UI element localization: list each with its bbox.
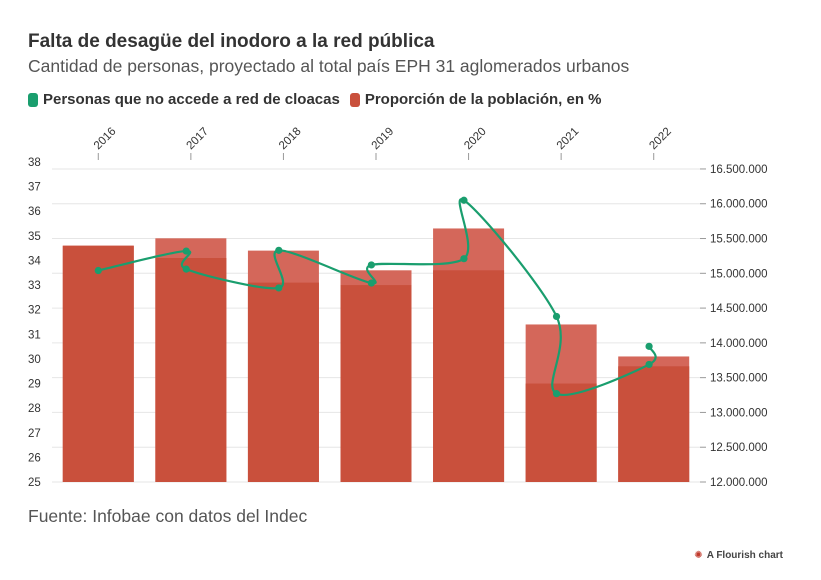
left-tick-label-26: 26 [28,452,41,464]
bars-group [62,228,690,482]
line-group [94,196,657,398]
bar-2016 [62,245,134,482]
x-axis-labels: 2016 2017 2018 2019 2020 2021 2022 [92,126,674,160]
right-tick-label-13000000: 13.000.000 [710,407,768,419]
bar-2017 [155,258,227,482]
left-tick-label-34: 34 [28,255,41,267]
x-tick-label-2019: 2019 [370,126,397,153]
bar-2019 [340,285,412,482]
line-point-6 [367,261,375,269]
right-axis-labels: 12.000.000 12.500.000 13.000.000 13.500.000… [700,164,768,489]
bar-2022 [618,366,690,482]
source-note: Fuente: Infobae con datos del Indec [28,506,308,526]
left-tick-label-30: 30 [28,354,41,366]
line-point-4 [275,246,283,254]
right-tick-label-13500000: 13.500.000 [710,373,768,385]
left-tick-label-35: 35 [28,231,41,243]
x-tick-label-2018: 2018 [277,126,304,153]
right-tick-label-14000000: 14.000.000 [710,338,768,350]
right-tick-label-16500000: 16.500.000 [710,164,768,176]
left-tick-label-25: 25 [28,477,41,489]
bar-2020 [433,270,505,482]
line-point-0 [94,266,102,275]
legend: Personas que no accede a red de cloacas … [28,91,612,108]
x-tick-label-2020: 2020 [462,126,489,153]
left-tick-label-27: 27 [28,428,41,440]
left-tick-label-32: 32 [28,305,41,317]
left-tick-label-31: 31 [28,329,41,341]
x-tick-label-2017: 2017 [184,126,211,153]
left-tick-label-38: 38 [28,157,41,169]
legend-label-personas: Personas que no accede a red de cloacas [43,91,340,108]
legend-swatch-proporcion [349,92,360,107]
x-tick-label-2016: 2016 [92,126,119,153]
line-point-1 [182,247,190,255]
line-point-2 [182,265,190,273]
line-point-9 [552,312,561,321]
chart-title: Falta de desagüe del inodoro a la red pú… [28,31,435,52]
right-tick-label-14500000: 14.500.000 [710,303,768,315]
line-point-11 [645,360,653,369]
right-tick-label-15500000: 15.500.000 [710,234,768,246]
line-point-7 [460,255,468,263]
right-tick-label-12000000: 12.000.000 [710,477,768,489]
credit-label: A Flourish chart [706,550,783,561]
x-tick-label-2021: 2021 [555,126,582,153]
legend-swatch-personas [28,92,38,107]
legend-item-personas[interactable]: Personas que no accede a red de cloacas [28,91,340,108]
line-point-8 [460,196,468,204]
right-tick-label-15000000: 15.000.000 [710,268,768,280]
line-point-12 [645,342,653,350]
bar-2021 [525,383,597,482]
line-point-3 [275,284,283,292]
left-tick-label-37: 37 [28,182,41,194]
flourish-credit[interactable]: ✺ A Flourish chart [694,550,783,561]
right-tick-label-16000000: 16.000.000 [710,199,768,211]
right-tick-label-12500000: 12.500.000 [710,442,768,454]
left-tick-label-36: 36 [28,206,41,218]
line-point-10 [552,390,561,398]
left-axis-labels: 25 26 27 28 29 30 31 32 33 34 35 36 37 38 [28,157,41,489]
left-tick-label-33: 33 [28,280,41,292]
legend-item-proporcion[interactable]: Proporción de la población, en % [349,91,602,108]
x-tick-label-2022: 2022 [647,126,674,153]
chart-area: 2016 2017 2018 2019 2020 2021 2022 25 26 27 28 29 3… [28,126,768,489]
left-tick-label-29: 29 [28,379,41,391]
bar-2018 [247,282,319,482]
chart-subtitle: Cantidad de personas, proyectado al tota… [28,56,630,76]
legend-label-proporcion: Proporción de la población, en % [364,91,602,108]
flourish-logo-icon: ✺ [694,550,703,561]
line-point-5 [367,279,375,287]
left-tick-label-28: 28 [28,403,41,415]
